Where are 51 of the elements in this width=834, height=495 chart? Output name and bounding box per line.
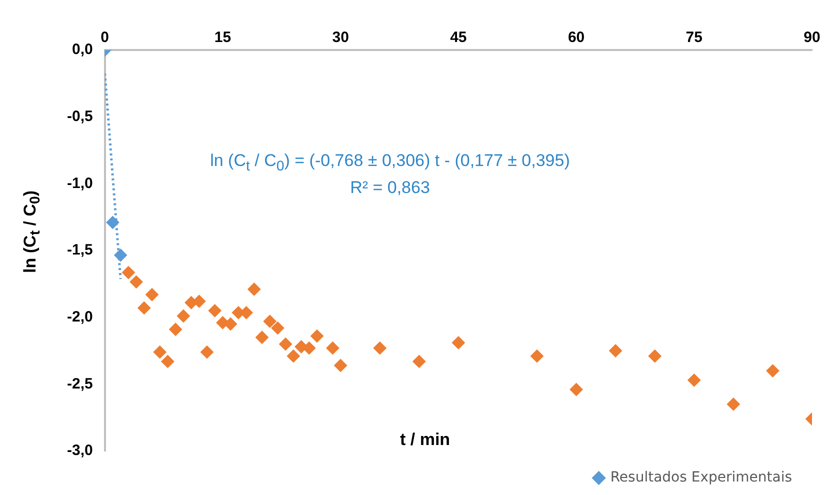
point: [302, 342, 316, 355]
point: [224, 318, 238, 331]
point: [688, 374, 701, 387]
point: [326, 342, 340, 355]
x-tick-label: 75: [686, 29, 702, 46]
point: [255, 330, 268, 344]
y-tick-label: -2,5: [66, 375, 93, 392]
y-tick-label: -0,5: [66, 108, 93, 125]
point: [766, 364, 780, 378]
point: [452, 336, 465, 350]
point: [122, 266, 135, 280]
x-tick-label: 60: [568, 29, 585, 46]
point: [176, 309, 190, 322]
point: [200, 346, 214, 359]
x-tick-label: 45: [450, 29, 467, 46]
point: [334, 358, 348, 372]
annotation: ln (C$_{t}$ / C$_{0}$) = (-0,768 ± 0,306) t - (0,177 ± 0,395): [210, 151, 570, 174]
x-tick-label: 0: [100, 29, 110, 46]
point: [286, 350, 300, 363]
x-tick-label: 15: [214, 29, 232, 46]
point: [161, 354, 174, 368]
point: [263, 314, 276, 328]
point: [106, 216, 120, 229]
point: [153, 346, 166, 359]
x-tick-label: 30: [332, 29, 349, 46]
point: [130, 275, 143, 288]
point: [145, 288, 158, 302]
point: [169, 322, 182, 336]
y-tick-label: 0,0: [72, 41, 93, 58]
annotation: R² = 0,863: [350, 178, 430, 198]
point: [279, 338, 292, 351]
point: [726, 398, 740, 411]
point: [609, 344, 622, 358]
point: [248, 282, 261, 296]
point: [208, 304, 222, 318]
y-tick-label: -3,0: [66, 442, 93, 460]
point: [412, 354, 426, 368]
point: [648, 350, 662, 363]
point: [530, 350, 544, 363]
x-axis-title: t / min: [400, 430, 450, 450]
y-tick-label: -2,0: [66, 308, 93, 326]
point: [271, 322, 284, 335]
point: [373, 342, 386, 355]
legend-label: Resultados Experimentais: [610, 470, 792, 486]
point: [138, 301, 151, 314]
point: [570, 383, 583, 396]
point: [310, 330, 324, 343]
point: [192, 294, 206, 308]
y-tick-label: -1,0: [66, 174, 93, 192]
y-tick-label: -1,5: [66, 242, 93, 259]
x-tick-label: 90: [804, 29, 820, 46]
